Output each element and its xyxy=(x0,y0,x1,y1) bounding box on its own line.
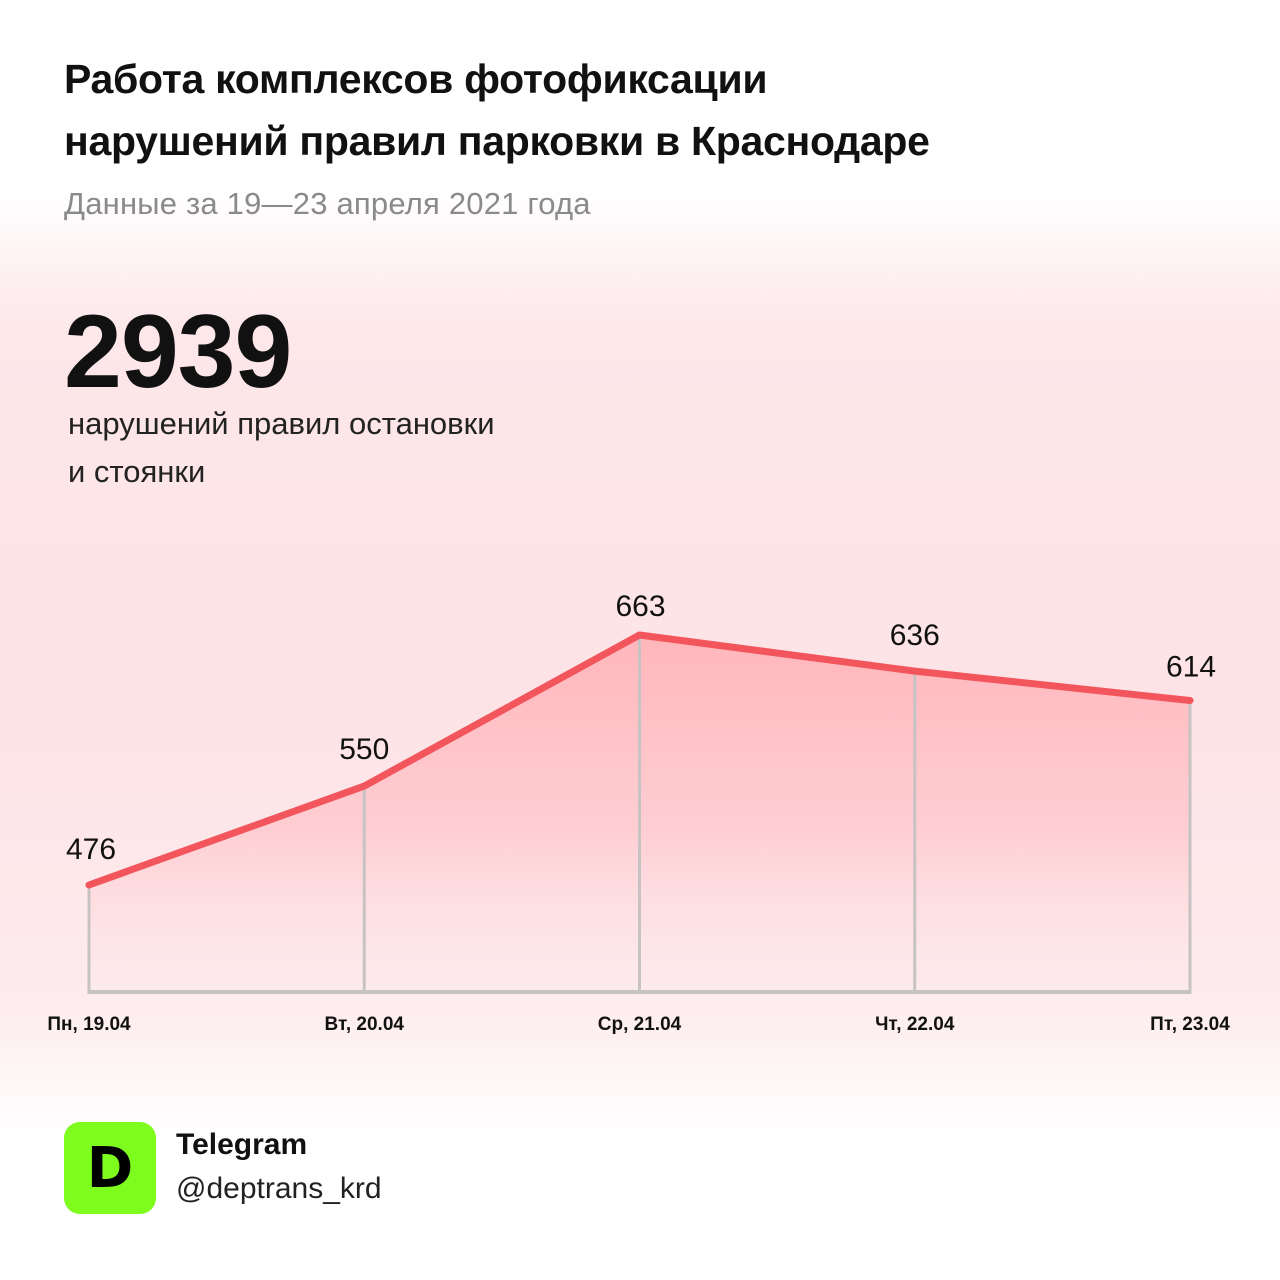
chart-subtitle: Данные за 19—23 апреля 2021 года xyxy=(64,186,591,221)
data-label-5: 614 xyxy=(1166,651,1216,684)
data-label-2: 550 xyxy=(339,733,389,766)
x-tick-label-3: Ср, 21.04 xyxy=(598,1014,682,1035)
x-tick-label-1: Пн, 19.04 xyxy=(47,1014,131,1035)
x-tick-label-5: Пт, 23.04 xyxy=(1150,1014,1230,1035)
x-tick-label-4: Чт, 22.04 xyxy=(875,1014,955,1035)
total-label: нарушений правил остановки и стоянки xyxy=(68,400,495,496)
total-label-line-1: нарушений правил остановки xyxy=(68,406,495,441)
chart-title-line-1: Работа комплексов фотофиксации xyxy=(64,56,768,102)
footer-platform: Telegram xyxy=(176,1128,308,1161)
chart-title: Работа комплексов фотофиксации нарушений… xyxy=(64,48,1214,172)
x-tick-label-2: Вт, 20.04 xyxy=(325,1014,405,1035)
chart-title-line-2: нарушений правил парковки в Краснодаре xyxy=(64,118,930,164)
data-label-4: 636 xyxy=(890,619,940,652)
deptrans-logo: D xyxy=(64,1122,156,1214)
data-label-1: 476 xyxy=(66,833,116,866)
logo-letter: D xyxy=(86,1135,134,1201)
series-line xyxy=(85,631,1194,889)
data-label-3: 663 xyxy=(615,590,665,623)
total-value: 2939 xyxy=(64,294,292,410)
footer-handle[interactable]: @deptrans_krd xyxy=(176,1172,382,1205)
total-label-line-2: и стоянки xyxy=(68,454,206,489)
